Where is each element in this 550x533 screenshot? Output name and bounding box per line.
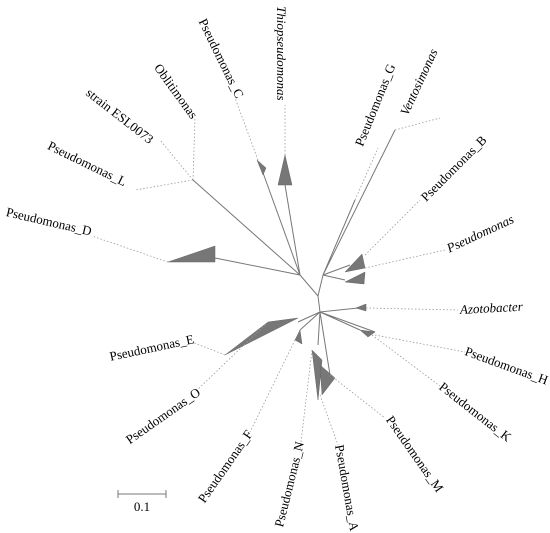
clade (277, 154, 293, 186)
taxon-label: Pseudomonas_H (463, 344, 550, 388)
taxon-label: Pseudomonas_D (5, 204, 94, 238)
taxon-label: Pseudomonas_E (108, 331, 195, 364)
taxon-label: Pseudomonas_G (352, 62, 399, 149)
taxon-label: Pseudomonas (443, 211, 516, 256)
clade (167, 245, 216, 263)
taxon-label: Pseudomonas_B (418, 132, 490, 204)
clade (359, 329, 376, 338)
taxon-label: Pseudomonas_C (196, 16, 247, 100)
taxon-label: strain ESL0073 (83, 85, 156, 147)
taxon-label: Pseudomonas_K (436, 379, 515, 445)
taxon-label: Pseudomonas_F (195, 427, 256, 505)
taxon-label: Pseudomonas_O (123, 384, 203, 446)
taxon-label: Azotobacter (459, 299, 524, 317)
scale-bar: 0.1 (117, 490, 167, 514)
taxon-label: Pseudomonas_N (271, 439, 307, 528)
taxon-label: Pseudomonas_L (45, 138, 129, 189)
clade (344, 271, 366, 285)
branches (167, 129, 396, 401)
clade (319, 364, 336, 396)
taxon-label: Pseudomonas_M (383, 413, 447, 495)
taxon-label: Ventosimonas (397, 46, 441, 117)
taxon-label: Pseudomonas_A (332, 443, 362, 532)
taxon-label: Oblitimonas (151, 61, 201, 122)
leader-lines (91, 97, 466, 451)
clade (344, 253, 366, 273)
clade (355, 303, 367, 312)
labels: Thiopseudomonas Pseudomonas_C Oblitimona… (5, 6, 550, 533)
clade (311, 349, 323, 401)
clade (256, 159, 267, 176)
scale-bar-label: 0.1 (134, 499, 150, 514)
taxon-label: Thiopseudomonas (274, 6, 289, 101)
clade (294, 329, 303, 345)
clade (224, 317, 299, 356)
